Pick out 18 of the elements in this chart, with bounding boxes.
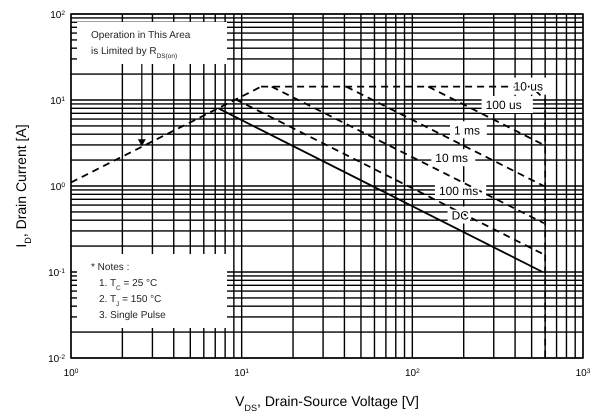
x-tick-label: 10$^{0}$ bbox=[64, 368, 79, 379]
y-tick-label: 10$^{-2}$ bbox=[48, 354, 66, 365]
x-tick-label: 10$^{1}$ bbox=[234, 368, 250, 379]
annotation: Operation in This Area is Limited by R$_{DS(on)}$ bbox=[91, 30, 191, 60]
series-label: 100 ms bbox=[438, 184, 478, 198]
series-label: 1 ms bbox=[454, 123, 480, 138]
series-label: 10 ms bbox=[435, 151, 468, 166]
x-tick-label: 10$^{2}$ bbox=[404, 368, 420, 379]
y-tick-label: 10$^{1}$ bbox=[50, 96, 66, 107]
annotation: * Notes : 1. T$_{C}$ = 25 °C 2. T$_{J}$ = 150 °C 3. Single Pulse bbox=[91, 262, 166, 321]
y-tick-label: 10$^{-1}$ bbox=[48, 268, 66, 279]
x-axis-title: V$_{DS}$, Drain-Source Voltage [V] bbox=[235, 393, 419, 413]
series-label: DC bbox=[452, 208, 470, 223]
series-label: 100 us bbox=[486, 98, 522, 112]
y-tick-label: 10$^{2}$ bbox=[50, 10, 66, 21]
series-label: 10 us bbox=[514, 80, 543, 94]
y-tick-label: 10$^{0}$ bbox=[50, 182, 66, 193]
x-tick-label: 10$^{3}$ bbox=[576, 368, 591, 379]
